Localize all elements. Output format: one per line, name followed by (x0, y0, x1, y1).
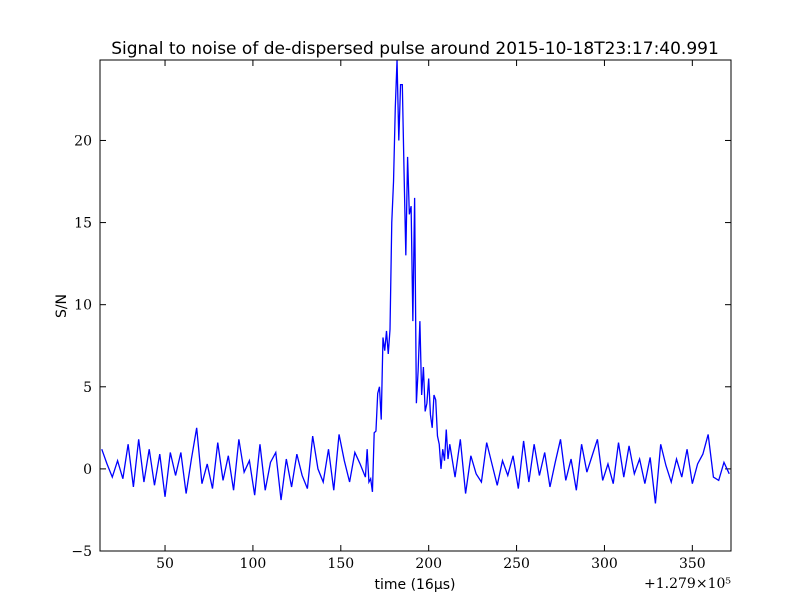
y-tick-label: 10 (74, 298, 92, 314)
x-tick-label: 300 (591, 556, 618, 572)
data-line (101, 60, 730, 504)
y-tick-label: 0 (83, 462, 92, 478)
x-tick-label: 350 (679, 556, 706, 572)
x-axis-label: time (16μs) (374, 577, 455, 593)
y-tick-label: 20 (74, 133, 92, 149)
plot-frame (99, 59, 732, 552)
y-tick-label: 15 (74, 216, 92, 232)
x-tick-label: 150 (327, 556, 354, 572)
x-tick-label: 200 (415, 556, 442, 572)
x-tick-label: 50 (156, 556, 174, 572)
y-axis-label: S/N (54, 294, 70, 318)
x-tick-label: 250 (503, 556, 530, 572)
y-tick-label: −5 (71, 544, 92, 560)
chart-title: Signal to noise of de-dispersed pulse ar… (111, 39, 719, 59)
x-offset-label: +1.279×10⁵ (644, 576, 731, 592)
x-tick-label: 100 (240, 556, 267, 572)
y-tick-label: 5 (83, 380, 92, 396)
